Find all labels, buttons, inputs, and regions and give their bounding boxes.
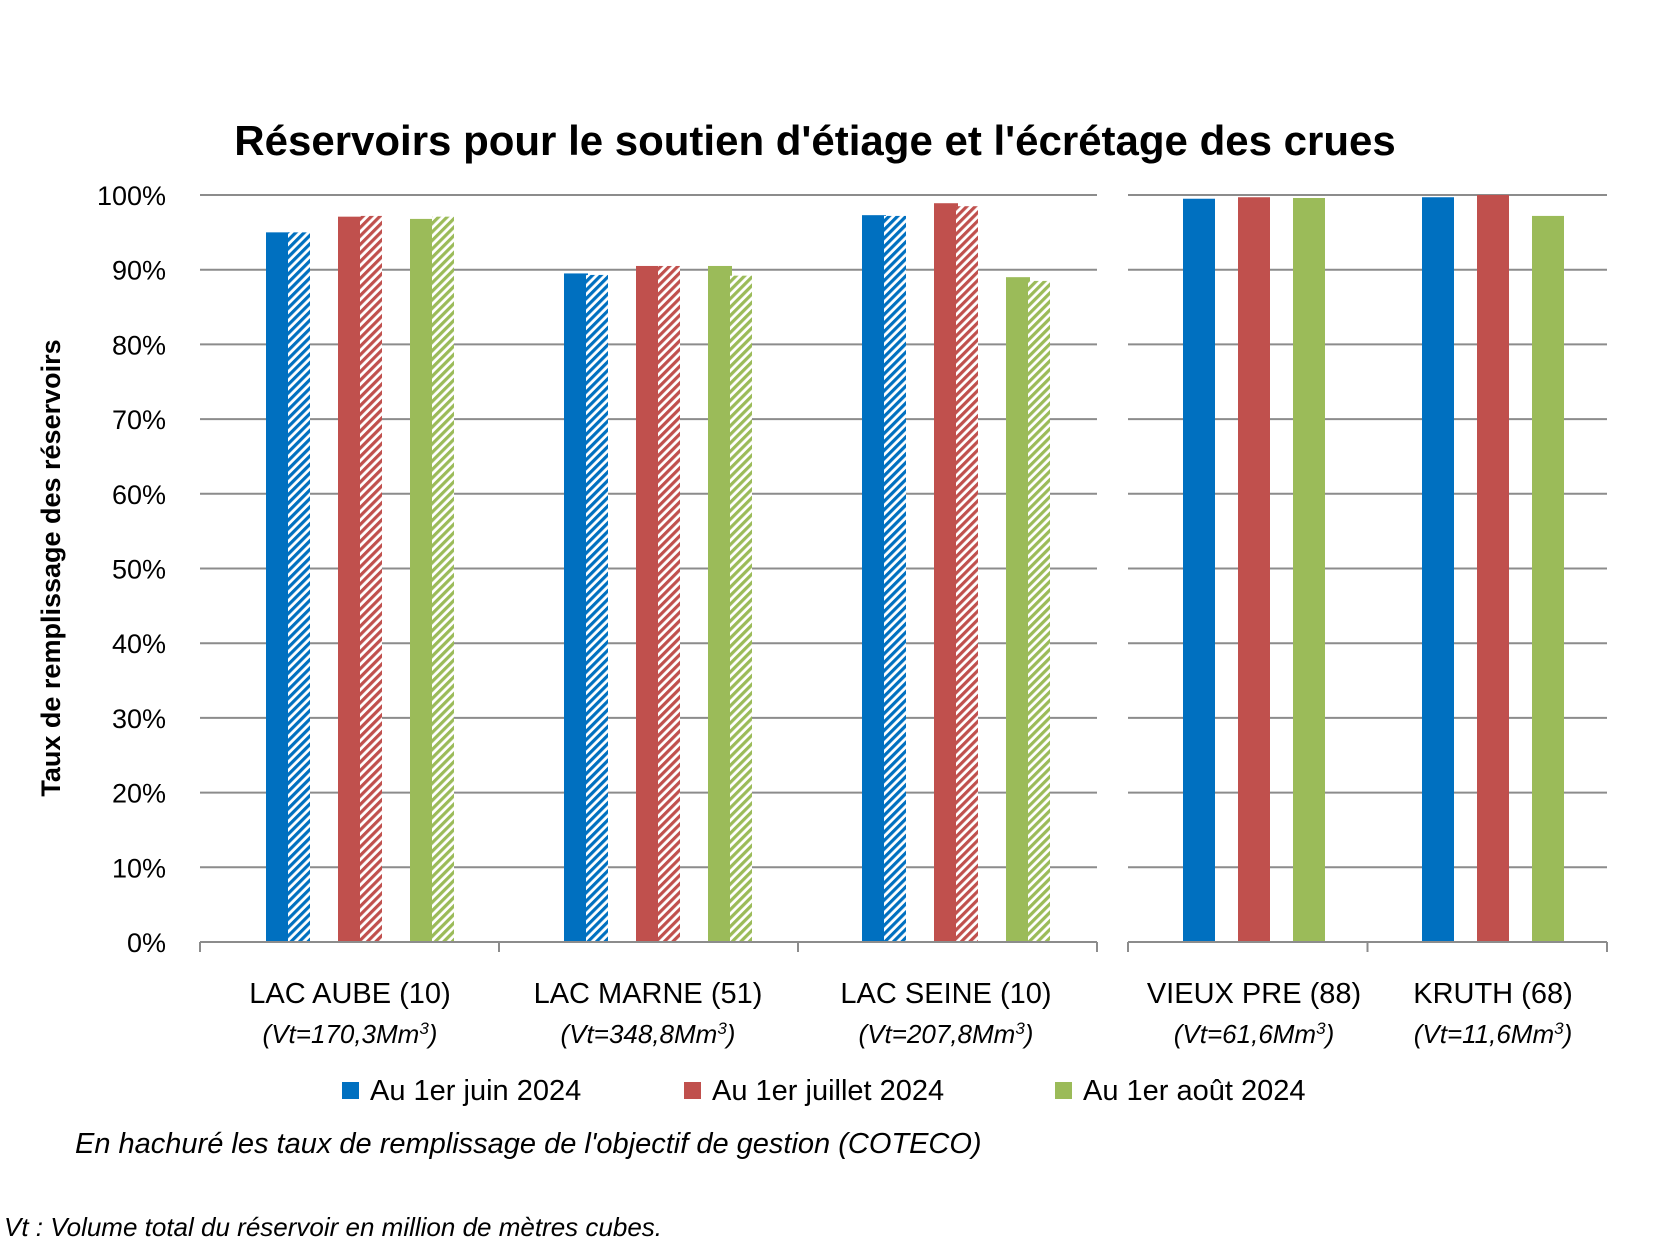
bar-aout-2-1: [1293, 197, 1325, 942]
objective-bar-juin-1-3: [884, 215, 906, 942]
bar-juillet-1-1: [338, 216, 362, 943]
category-volume-2-1: (Vt=61,6Mm3): [1174, 1019, 1334, 1050]
y-tick-70%: 70%: [112, 405, 166, 435]
legend-label-juin: Au 1er juin 2024: [370, 1075, 581, 1107]
hatch-note: En hachuré les taux de remplissage de l'…: [75, 1128, 982, 1160]
category-volume-1-3: (Vt=207,8Mm3): [859, 1019, 1034, 1050]
chart-title: Réservoirs pour le soutien d'étiage et l…: [234, 117, 1395, 164]
category-label-1-3: LAC SEINE (10): [840, 978, 1051, 1010]
objective-bar-aout-1-2: [730, 275, 752, 942]
y-tick-90%: 90%: [112, 256, 166, 286]
bar-aout-1-1: [410, 218, 434, 943]
objective-bar-aout-1-1: [432, 216, 454, 943]
category-volume-1-2: (Vt=348,8Mm3): [561, 1019, 736, 1050]
plot-area: 0% 10% 20% 30% 40% 50% 60% 70% 80% 90% 100% LAC AUB…: [97, 181, 1608, 1107]
objective-bar-juillet-1-3: [956, 206, 978, 942]
y-tick-100%: 100%: [97, 181, 166, 211]
legend-label-juillet: Au 1er juillet 2024: [712, 1075, 944, 1107]
legend-swatch-aout: [1055, 1082, 1072, 1099]
bar-aout-2-2: [1532, 215, 1564, 942]
bar-aout-1-3: [1006, 277, 1030, 942]
bar-juillet-1-3: [934, 203, 958, 943]
bar-juillet-2-1: [1238, 197, 1270, 943]
bar-juillet-1-2: [636, 265, 660, 943]
y-axis-label: Taux de remplissage des réservoirs: [36, 339, 66, 796]
category-volume-1-1: (Vt=170,3Mm3): [263, 1019, 438, 1050]
y-tick-80%: 80%: [112, 330, 166, 360]
y-tick-30%: 30%: [112, 704, 166, 734]
objective-bar-juillet-1-1: [360, 215, 382, 942]
bar-juin-1-1: [266, 232, 290, 943]
bar-aout-1-2: [708, 265, 732, 943]
y-tick-20%: 20%: [112, 779, 166, 809]
category-volume-2-2: (Vt=11,6Mm3): [1414, 1019, 1573, 1050]
category-label-1-1: LAC AUBE (10): [249, 978, 450, 1010]
category-label-1-2: LAC MARNE (51): [534, 978, 763, 1010]
y-tick-0%: 0%: [127, 928, 166, 958]
bar-juin-2-1: [1183, 198, 1215, 943]
legend-label-aout: Au 1er août 2024: [1083, 1075, 1306, 1107]
objective-bar-aout-1-3: [1028, 280, 1050, 942]
bar-juin-1-3: [862, 215, 886, 942]
objective-bar-juillet-1-2: [658, 265, 680, 943]
category-label-2-2: KRUTH (68): [1413, 978, 1573, 1010]
legend-swatch-juin: [342, 1082, 359, 1099]
y-tick-60%: 60%: [112, 480, 166, 510]
bar-juillet-2-2: [1477, 195, 1509, 942]
legend-swatch-juillet: [684, 1082, 701, 1099]
bar-juin-1-2: [564, 273, 588, 942]
bar-juin-2-2: [1422, 197, 1454, 943]
category-label-2-1: VIEUX PRE (88): [1147, 978, 1361, 1010]
y-tick-40%: 40%: [112, 629, 166, 659]
objective-bar-juin-1-2: [586, 274, 608, 943]
objective-bar-juin-1-1: [288, 232, 310, 943]
y-tick-10%: 10%: [112, 853, 166, 883]
volume-note: Vt : Volume total du réservoir en millio…: [4, 1212, 662, 1242]
y-tick-50%: 50%: [112, 555, 166, 585]
